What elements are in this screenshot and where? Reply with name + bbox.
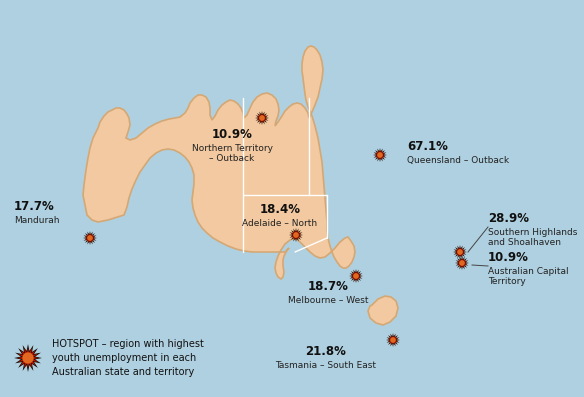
Text: Mandurah: Mandurah	[14, 216, 60, 225]
Polygon shape	[85, 233, 95, 243]
Circle shape	[459, 260, 465, 266]
Polygon shape	[83, 46, 355, 279]
Text: Australian Capital
Territory: Australian Capital Territory	[488, 267, 569, 286]
Polygon shape	[291, 230, 301, 240]
Polygon shape	[457, 258, 467, 268]
Text: 21.8%: 21.8%	[305, 345, 346, 358]
Polygon shape	[18, 347, 39, 368]
Circle shape	[457, 249, 463, 255]
Text: 17.7%: 17.7%	[14, 200, 55, 213]
Text: 28.9%: 28.9%	[488, 212, 529, 225]
Text: Southern Highlands
and Shoalhaven: Southern Highlands and Shoalhaven	[488, 228, 578, 247]
Text: Adelaide – North: Adelaide – North	[242, 219, 318, 228]
Polygon shape	[351, 271, 361, 281]
Text: 67.1%: 67.1%	[407, 140, 448, 153]
Polygon shape	[368, 296, 398, 325]
Text: 10.9%: 10.9%	[211, 128, 252, 141]
Polygon shape	[388, 335, 398, 345]
Circle shape	[293, 232, 299, 238]
Polygon shape	[375, 150, 385, 160]
Polygon shape	[83, 231, 97, 245]
Circle shape	[259, 115, 265, 121]
Polygon shape	[14, 344, 42, 372]
Text: Queensland – Outback: Queensland – Outback	[407, 156, 509, 165]
Polygon shape	[257, 113, 267, 123]
Text: Northern Territory
– Outback: Northern Territory – Outback	[192, 144, 273, 164]
Circle shape	[390, 337, 396, 343]
Polygon shape	[373, 148, 387, 162]
Circle shape	[22, 353, 34, 364]
Polygon shape	[453, 245, 467, 259]
Polygon shape	[289, 228, 303, 242]
Polygon shape	[386, 333, 400, 347]
Text: 18.4%: 18.4%	[259, 203, 301, 216]
Text: 18.7%: 18.7%	[308, 280, 349, 293]
Polygon shape	[455, 256, 469, 270]
Text: HOTSPOT – region with highest
youth unemployment in each
Australian state and te: HOTSPOT – region with highest youth unem…	[52, 339, 204, 377]
Polygon shape	[255, 111, 269, 125]
Circle shape	[377, 152, 383, 158]
Circle shape	[353, 273, 359, 279]
Text: 10.9%: 10.9%	[488, 251, 529, 264]
Text: Melbourne – West: Melbourne – West	[288, 296, 369, 305]
Circle shape	[87, 235, 93, 241]
Polygon shape	[455, 247, 465, 257]
Text: Tasmania – South East: Tasmania – South East	[276, 361, 377, 370]
Polygon shape	[349, 269, 363, 283]
